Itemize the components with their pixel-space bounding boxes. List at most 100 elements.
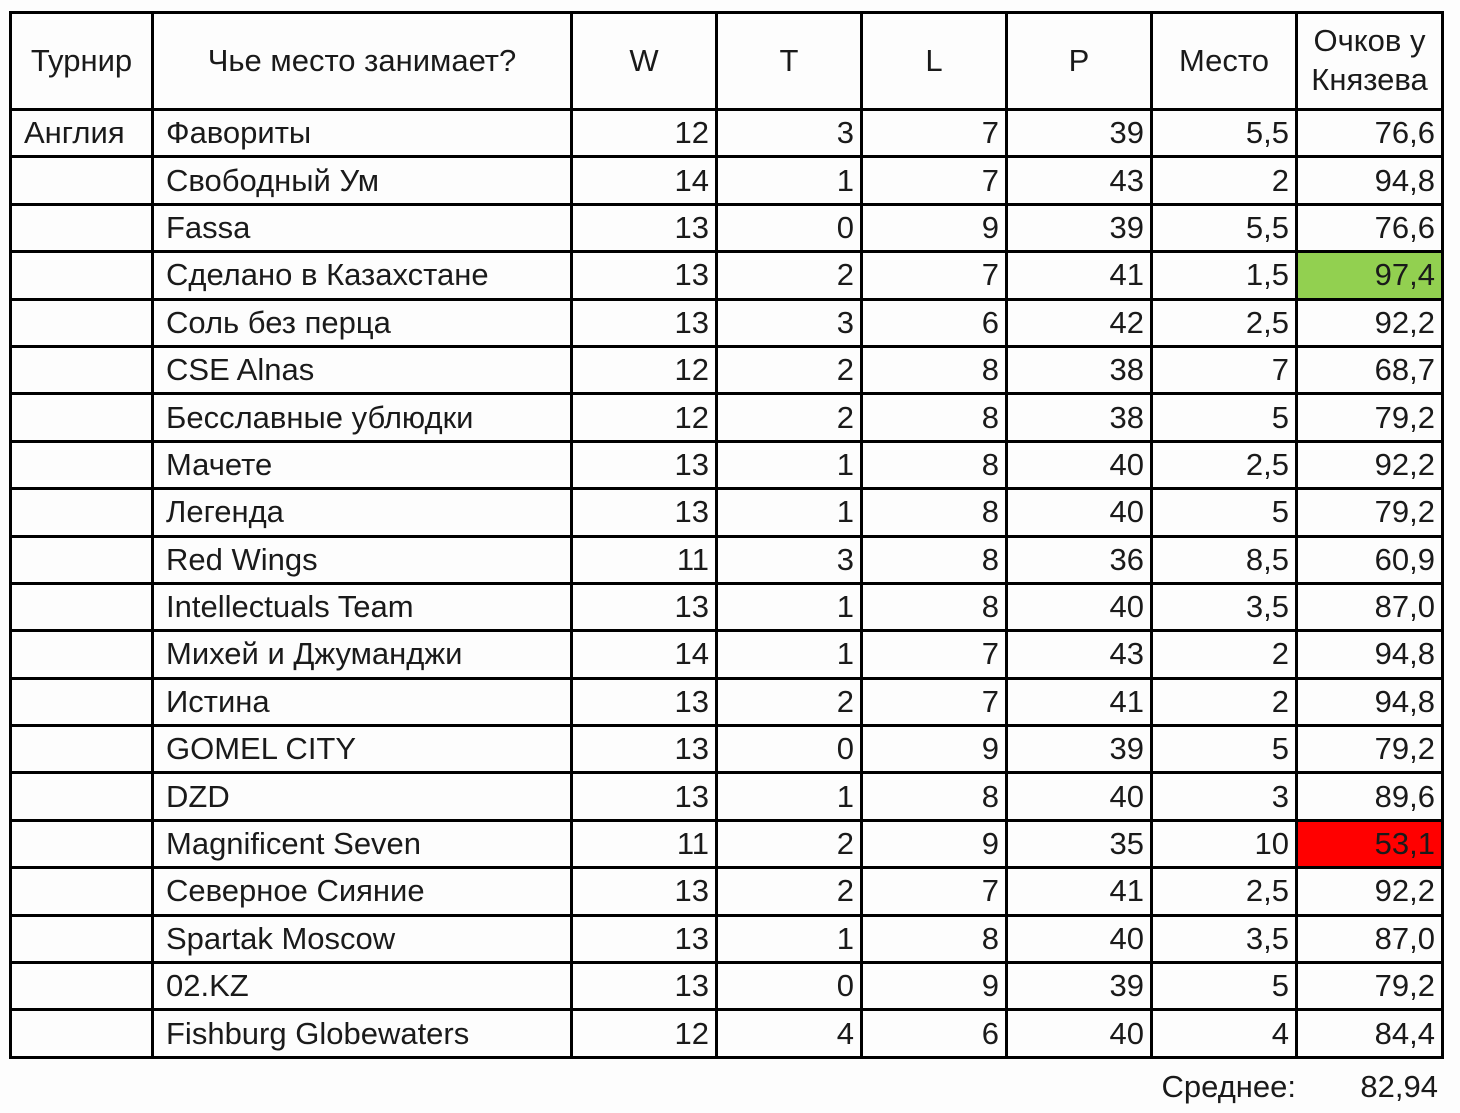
cell-place[interactable]: 5 [1150,724,1298,775]
cell-team[interactable]: Magnificent Seven [151,818,573,870]
cell-place[interactable]: 2,5 [1150,297,1298,348]
cell-l[interactable]: 9 [860,818,1008,870]
cell-t[interactable]: 3 [715,534,863,585]
cell-t[interactable]: 2 [715,250,863,301]
cell-p[interactable]: 39 [1005,202,1153,254]
cell-p[interactable]: 39 [1005,107,1153,159]
cell-p[interactable]: 40 [1005,581,1153,633]
cell-p[interactable]: 40 [1005,771,1153,822]
col-header-points[interactable]: Очков у Князева [1295,11,1444,111]
cell-place[interactable]: 8,5 [1150,534,1298,585]
cell-p[interactable]: 43 [1005,155,1153,206]
cell-place[interactable]: 2,5 [1150,866,1298,917]
cell-place[interactable]: 4 [1150,1008,1298,1059]
cell-team[interactable]: Fishburg Globewaters [151,1008,573,1059]
cell-t[interactable]: 1 [715,771,863,822]
cell-p[interactable]: 39 [1005,961,1153,1012]
cell-place[interactable]: 2,5 [1150,439,1298,491]
cell-tournament[interactable] [9,866,154,917]
cell-t[interactable]: 4 [715,1008,863,1059]
cell-w[interactable]: 13 [570,581,718,633]
cell-w[interactable]: 13 [570,724,718,775]
cell-w[interactable]: 12 [570,1008,718,1059]
cell-l[interactable]: 8 [860,439,1008,491]
cell-points[interactable]: 76,6 [1295,107,1444,159]
cell-points[interactable]: 79,2 [1295,487,1444,538]
cell-points[interactable]: 92,2 [1295,297,1444,348]
cell-tournament[interactable] [9,1008,154,1059]
col-header-team[interactable]: Чье место занимает? [151,11,573,111]
cell-team[interactable]: DZD [151,771,573,822]
cell-w[interactable]: 13 [570,297,718,348]
cell-tournament[interactable] [9,297,154,348]
cell-t[interactable]: 3 [715,297,863,348]
cell-w[interactable]: 11 [570,534,718,585]
cell-team[interactable]: Red Wings [151,534,573,585]
cell-points[interactable]: 94,8 [1295,676,1444,728]
cell-l[interactable]: 7 [860,155,1008,206]
cell-tournament[interactable] [9,818,154,870]
cell-p[interactable]: 41 [1005,676,1153,728]
cell-points[interactable]: 94,8 [1295,629,1444,680]
cell-tournament[interactable] [9,439,154,491]
cell-place[interactable]: 1,5 [1150,250,1298,301]
cell-team[interactable]: Фавориты [151,107,573,159]
cell-tournament[interactable] [9,724,154,775]
cell-l[interactable]: 8 [860,392,1008,443]
cell-tournament[interactable] [9,392,154,443]
cell-points[interactable]: 79,2 [1295,724,1444,775]
cell-l[interactable]: 7 [860,250,1008,301]
cell-team[interactable]: GOMEL CITY [151,724,573,775]
cell-w[interactable]: 13 [570,676,718,728]
cell-place[interactable]: 2 [1150,629,1298,680]
cell-place[interactable]: 5,5 [1150,202,1298,254]
cell-t[interactable]: 0 [715,202,863,254]
cell-place[interactable]: 3 [1150,771,1298,822]
cell-team[interactable]: Истина [151,676,573,728]
cell-team[interactable]: Сделано в Казахстане [151,250,573,301]
cell-points[interactable]: 68,7 [1295,344,1444,396]
cell-l[interactable]: 7 [860,866,1008,917]
cell-t[interactable]: 0 [715,724,863,775]
cell-place[interactable]: 10 [1150,818,1298,870]
cell-points[interactable]: 76,6 [1295,202,1444,254]
cell-w[interactable]: 13 [570,913,718,965]
cell-tournament[interactable] [9,771,154,822]
cell-place[interactable]: 3,5 [1150,913,1298,965]
col-header-tournament[interactable]: Турнир [9,11,154,111]
cell-w[interactable]: 13 [570,487,718,538]
cell-p[interactable]: 40 [1005,913,1153,965]
cell-team[interactable]: Spartak Moscow [151,913,573,965]
cell-tournament[interactable] [9,676,154,728]
cell-p[interactable]: 41 [1005,866,1153,917]
cell-tournament[interactable] [9,202,154,254]
col-header-w[interactable]: W [570,11,718,111]
cell-points[interactable]: 89,6 [1295,771,1444,822]
cell-points[interactable]: 60,9 [1295,534,1444,585]
cell-points[interactable]: 84,4 [1295,1008,1444,1059]
cell-place[interactable]: 5 [1150,392,1298,443]
cell-tournament[interactable]: Англия [9,107,154,159]
cell-place[interactable]: 5,5 [1150,107,1298,159]
cell-l[interactable]: 8 [860,487,1008,538]
cell-team[interactable]: Fassa [151,202,573,254]
cell-p[interactable]: 40 [1005,487,1153,538]
cell-tournament[interactable] [9,534,154,585]
cell-t[interactable]: 1 [715,913,863,965]
cell-l[interactable]: 9 [860,961,1008,1012]
cell-l[interactable]: 8 [860,771,1008,822]
cell-l[interactable]: 8 [860,534,1008,585]
cell-w[interactable]: 13 [570,771,718,822]
cell-tournament[interactable] [9,155,154,206]
cell-t[interactable]: 3 [715,107,863,159]
cell-w[interactable]: 11 [570,818,718,870]
cell-team[interactable]: Легенда [151,487,573,538]
cell-place[interactable]: 2 [1150,155,1298,206]
cell-p[interactable]: 42 [1005,297,1153,348]
cell-points[interactable]: 53,1 [1295,818,1444,870]
cell-l[interactable]: 6 [860,297,1008,348]
cell-t[interactable]: 2 [715,392,863,443]
cell-l[interactable]: 7 [860,676,1008,728]
cell-place[interactable]: 5 [1150,961,1298,1012]
cell-p[interactable]: 40 [1005,439,1153,491]
